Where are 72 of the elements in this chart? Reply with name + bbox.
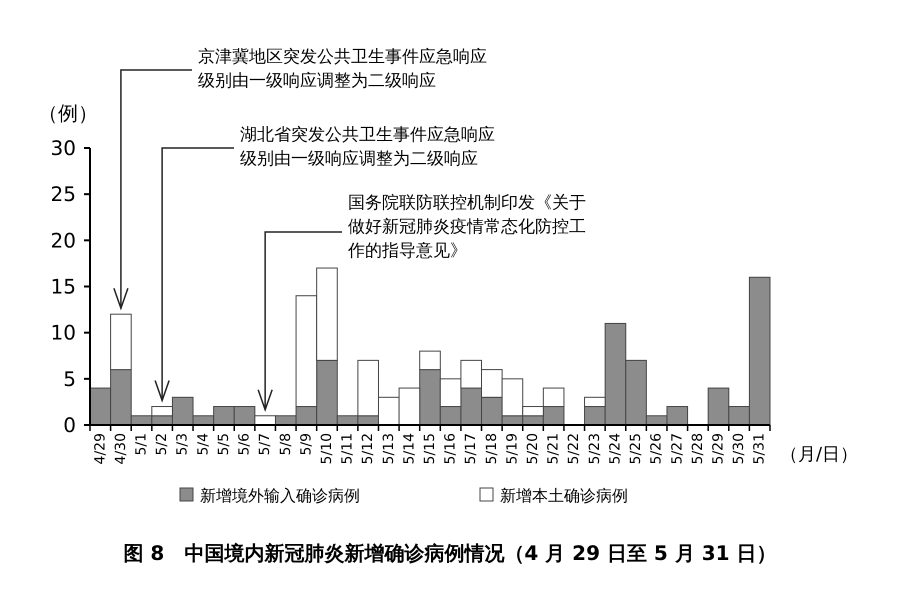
- y-tick-label: 5: [63, 366, 76, 391]
- bar: [110, 369, 132, 426]
- bar: [748, 276, 770, 426]
- x-tick-label: 5/6: [236, 432, 253, 456]
- x-tick-label: 5/30: [731, 433, 748, 464]
- bar: [419, 369, 441, 426]
- x-tick-label: 5/31: [752, 433, 768, 464]
- annotation: 国务院联防联控机制印发《关于做好新冠肺炎疫情常态化防控工作的指导意见》: [347, 193, 586, 261]
- annotation: 湖北省突发公共卫生事件应急响应级别由一级响应调整为二级响应: [240, 125, 495, 169]
- bar: [542, 388, 564, 408]
- bar: [584, 396, 606, 408]
- y-tick-label: 15: [50, 274, 76, 298]
- x-tick-label: 5/1: [134, 433, 150, 456]
- x-axis-title: （月/日）: [780, 444, 858, 465]
- x-tick-label: 5/26: [648, 432, 665, 464]
- y-tick-label: 10: [50, 320, 76, 345]
- bar: [708, 388, 730, 426]
- bar: [666, 406, 688, 426]
- bar: [604, 322, 626, 426]
- x-tick-label: 5/7: [257, 433, 274, 456]
- bar: [172, 396, 194, 426]
- x-tick-label: 5/28: [690, 433, 706, 464]
- bar: [234, 406, 256, 426]
- bar: [110, 314, 132, 370]
- x-tick-label: 5/3: [174, 433, 191, 456]
- x-tick-label: 5/18: [484, 433, 500, 464]
- y-tick-label: 20: [50, 228, 76, 252]
- x-tick-label: 4/30: [112, 433, 129, 464]
- x-tick-label: 4/29: [92, 433, 108, 464]
- x-tick-label: 5/29: [710, 433, 726, 464]
- bar: [481, 369, 503, 398]
- x-tick-label: 5/23: [586, 433, 603, 464]
- bar: [357, 360, 379, 416]
- y-tick-label: 25: [50, 182, 76, 206]
- text: 图 8 中国境内新冠肺炎新增确诊病例情况（4 月 29 日至 5 月 31 日）: [123, 541, 777, 565]
- x-tick-label: 5/24: [607, 432, 624, 464]
- x-tick-label: 5/13: [380, 433, 397, 464]
- x-tick-label: 5/27: [669, 433, 686, 464]
- x-tick-label: 5/16: [442, 432, 459, 464]
- bar: [502, 378, 524, 416]
- legend-label: 新增境外输入确诊病例: [200, 486, 360, 505]
- bar: [316, 268, 338, 361]
- x-tick-label: 5/9: [298, 433, 314, 456]
- bar: [522, 406, 544, 416]
- legend-label: 新增本土确诊病例: [500, 486, 628, 505]
- bar: [316, 360, 338, 426]
- x-tick-label: 5/17: [463, 433, 480, 464]
- x-tick-label: 5/2: [154, 433, 170, 456]
- x-tick-label: 5/19: [504, 433, 520, 464]
- x-tick-label: 5/21: [546, 433, 562, 464]
- bar: [419, 350, 441, 370]
- bar: [398, 388, 420, 426]
- x-tick-label: 5/4: [195, 432, 212, 456]
- x-tick-label: 5/8: [278, 433, 294, 456]
- x-tick-label: 5/15: [422, 433, 438, 464]
- annotation: 京津冀地区突发公共卫生事件应急响应级别由一级响应调整为二级响应: [198, 47, 487, 91]
- y-tick-label: 30: [50, 136, 76, 160]
- bar: [460, 360, 482, 389]
- bar: [151, 406, 173, 416]
- y-tick-label: 0: [63, 413, 76, 437]
- bar: [625, 360, 647, 426]
- x-tick-label: 5/20: [525, 433, 542, 464]
- y-axis-title: （例）: [38, 101, 98, 125]
- x-tick-label: 5/14: [401, 432, 418, 464]
- x-tick-label: 5/22: [566, 433, 582, 464]
- bar: [296, 295, 318, 408]
- x-tick-label: 5/5: [216, 433, 232, 456]
- x-tick-label: 5/11: [340, 433, 356, 464]
- x-tick-label: 5/25: [628, 433, 644, 464]
- bar: [440, 378, 462, 408]
- x-tick-label: 5/10: [318, 433, 335, 464]
- x-tick-label: 5/12: [360, 433, 376, 464]
